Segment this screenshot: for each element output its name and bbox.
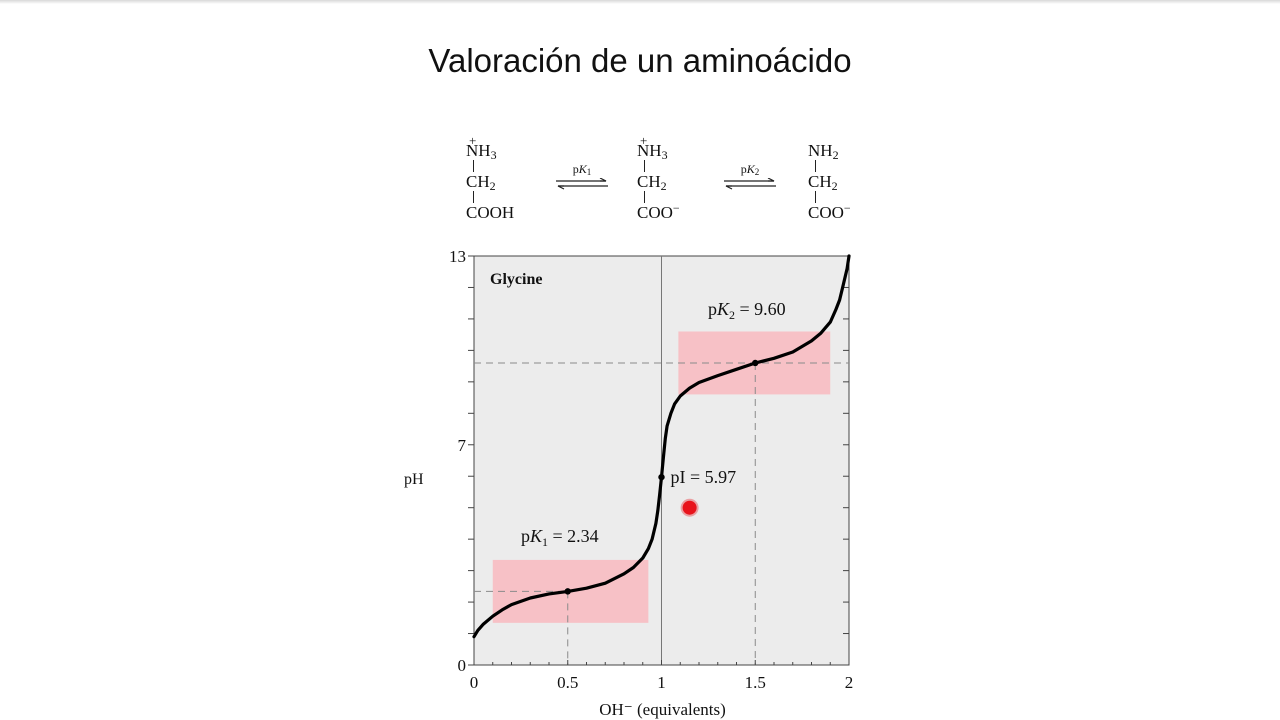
species-anion: NH2 CH2 COO−: [808, 141, 851, 236]
methylene-subscript: 2: [660, 179, 667, 193]
methylene-group: CH: [808, 172, 832, 191]
equilibrium-2: pK2: [724, 162, 776, 194]
x-tick-label: 0.5: [557, 673, 578, 692]
slide-title: Valoración de un aminoácido: [428, 42, 852, 79]
data-point-2: [658, 473, 665, 481]
methylene-group: CH: [637, 172, 661, 191]
titration-curve: [472, 254, 851, 639]
x-tick-label: 0: [470, 673, 479, 692]
amino-group: NH: [466, 141, 491, 160]
charge-sign: +: [469, 133, 477, 148]
pk1-annotation: pK1 = 2.34: [521, 526, 599, 549]
methylene-group: CH: [466, 172, 490, 191]
y-tick-label: 13: [449, 247, 466, 266]
carboxylate-group: COO: [637, 203, 673, 222]
equilibrium-arrows-icon: [724, 178, 776, 190]
chart-title: Glycine: [490, 271, 542, 288]
equilibrium-1-label: pK1: [572, 162, 592, 177]
x-tick-label: 1.5: [745, 673, 766, 692]
pi-annotation: pI = 5.97: [671, 467, 737, 487]
amino-subscript: 3: [490, 148, 497, 162]
amino-group: NH: [808, 141, 833, 160]
top-rule: [0, 0, 1280, 4]
y-axis-label: pH: [404, 471, 424, 488]
carboxylate-superscript: −: [672, 201, 680, 215]
y-tick-label: 7: [458, 436, 467, 455]
methylene-subscript: 2: [489, 179, 496, 193]
equilibrium-1: pK1: [556, 162, 608, 194]
carboxylate-group: COO: [808, 203, 844, 222]
species-cation: + NH3 CH2 COOH: [466, 133, 515, 236]
data-point-1: [564, 588, 571, 595]
carboxylate-superscript: −: [843, 201, 851, 215]
x-tick-label: 2: [845, 673, 854, 692]
amino-subscript: 3: [661, 148, 668, 162]
x-tick-label: 1: [657, 673, 666, 692]
amino-subscript: 2: [832, 148, 839, 162]
x-axis-label: OH⁻ (equivalents): [599, 700, 726, 719]
data-point-3: [752, 359, 759, 367]
pk2-annotation: pK2 = 9.60: [708, 299, 786, 322]
species-zwitterion: + NH3 CH2 COO−: [637, 133, 680, 236]
amino-group: NH: [637, 141, 662, 160]
equilibrium-arrows-icon: [556, 178, 608, 190]
carboxyl-group: COOH: [466, 203, 515, 222]
equilibrium-2-label: pK2: [740, 162, 760, 177]
methylene-subscript: 2: [831, 179, 838, 193]
cursor-dot-icon: [682, 500, 697, 515]
charge-sign: +: [640, 133, 648, 148]
y-tick-label: 0: [458, 656, 467, 675]
